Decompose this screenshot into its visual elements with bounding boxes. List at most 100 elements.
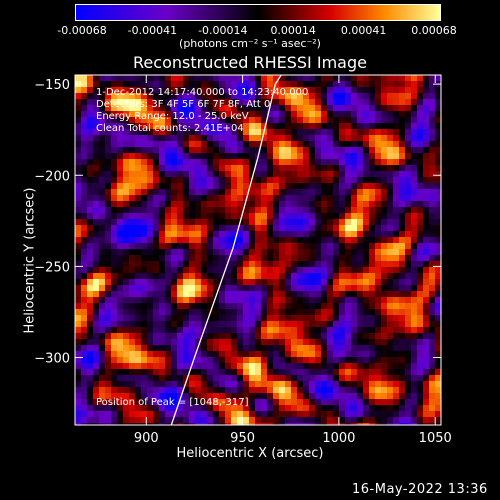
heatmap-cell <box>87 315 94 322</box>
heatmap-cell <box>123 369 130 376</box>
x-tick-label: 1000 <box>322 431 355 446</box>
heatmap-cell <box>117 201 124 208</box>
heatmap-cell <box>429 75 436 82</box>
heatmap-cell <box>141 195 148 202</box>
heatmap-cell <box>261 345 268 352</box>
heatmap-cell <box>129 135 136 142</box>
heatmap-cell <box>153 111 160 118</box>
heatmap-cell <box>435 411 441 418</box>
heatmap-cell <box>357 201 364 208</box>
heatmap-cell <box>129 81 136 88</box>
heatmap-cell <box>267 339 274 346</box>
heatmap-cell <box>219 315 226 322</box>
heatmap-cell <box>123 393 130 400</box>
heatmap-cell <box>177 411 184 418</box>
heatmap-cell <box>273 201 280 208</box>
heatmap-cell <box>285 111 292 118</box>
heatmap-cell <box>165 231 172 238</box>
heatmap-cell <box>279 357 286 364</box>
heatmap-cell <box>213 399 220 406</box>
heatmap-cell <box>345 267 352 274</box>
heatmap-cell <box>339 237 346 244</box>
heatmap-cell <box>165 399 172 406</box>
heatmap-cell <box>399 369 406 376</box>
heatmap-cell <box>105 351 112 358</box>
heatmap-cell <box>129 399 136 406</box>
heatmap-cell <box>153 99 160 106</box>
heatmap-cell <box>369 177 376 184</box>
heatmap-cell <box>189 243 196 250</box>
heatmap-cell <box>123 75 130 82</box>
heatmap-cell <box>237 261 244 268</box>
heatmap-cell <box>213 381 220 388</box>
heatmap-cell <box>117 105 124 112</box>
heatmap-cell <box>423 375 430 382</box>
heatmap-cell <box>309 219 316 226</box>
heatmap-cell <box>327 339 334 346</box>
heatmap-cell <box>369 375 376 382</box>
heatmap-cell <box>435 237 441 244</box>
heatmap-cell <box>375 183 382 190</box>
colorbar-tick-label: -0.00014 <box>198 24 248 37</box>
heatmap-cell <box>399 117 406 124</box>
heatmap-cell <box>111 279 118 286</box>
heatmap-cell <box>243 273 250 280</box>
heatmap-cell <box>411 351 418 358</box>
heatmap-cell <box>387 75 394 82</box>
heatmap-cell <box>375 87 382 94</box>
heatmap-cell <box>261 351 268 358</box>
heatmap-cell <box>159 273 166 280</box>
heatmap-cell <box>291 153 298 160</box>
heatmap-cell <box>261 285 268 292</box>
heatmap-cell <box>129 99 136 106</box>
heatmap-cell <box>303 345 310 352</box>
heatmap-cell <box>177 351 184 358</box>
heatmap-cell <box>117 153 124 160</box>
heatmap-cell <box>327 291 334 298</box>
heatmap-cell <box>171 267 178 274</box>
heatmap-cell <box>171 189 178 196</box>
heatmap-cell <box>375 231 382 238</box>
heatmap-cell <box>387 243 394 250</box>
heatmap-cell <box>207 171 214 178</box>
heatmap-cell <box>423 117 430 124</box>
heatmap-cell <box>291 375 298 382</box>
heatmap-cell <box>273 399 280 406</box>
heatmap-cell <box>381 351 388 358</box>
heatmap-cell <box>261 123 268 130</box>
heatmap-cell <box>123 207 130 214</box>
heatmap-cell <box>111 105 118 112</box>
heatmap-cell <box>93 93 100 100</box>
heatmap-cell <box>297 231 304 238</box>
heatmap-cell <box>273 387 280 394</box>
heatmap-cell <box>363 135 370 142</box>
heatmap-cell <box>141 141 148 148</box>
heatmap-cell <box>429 189 436 196</box>
heatmap-cell <box>429 129 436 136</box>
heatmap-cell <box>309 273 316 280</box>
heatmap-cell <box>399 267 406 274</box>
heatmap-cell <box>219 417 226 424</box>
heatmap-cell <box>273 105 280 112</box>
heatmap-cell <box>321 105 328 112</box>
heatmap-cell <box>87 87 94 94</box>
heatmap-cell <box>99 165 106 172</box>
heatmap-cell <box>309 297 316 304</box>
heatmap-cell <box>129 237 136 244</box>
heatmap-cell <box>243 75 250 82</box>
heatmap-cell <box>387 291 394 298</box>
heatmap-cell <box>93 147 100 154</box>
heatmap-cell <box>171 423 178 425</box>
heatmap-cell <box>375 159 382 166</box>
heatmap-cell <box>339 303 346 310</box>
heatmap-cell <box>339 219 346 226</box>
heatmap-cell <box>189 333 196 340</box>
heatmap-cell <box>357 285 364 292</box>
heatmap-cell <box>81 129 88 136</box>
heatmap-cell <box>117 243 124 250</box>
heatmap-cell <box>321 165 328 172</box>
heatmap-cell <box>153 321 160 328</box>
heatmap-cell <box>435 333 441 340</box>
heatmap-cell <box>81 99 88 106</box>
heatmap-cell <box>81 171 88 178</box>
